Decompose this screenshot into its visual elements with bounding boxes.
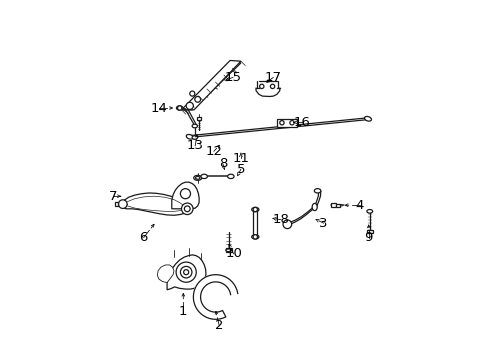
Polygon shape — [157, 265, 174, 283]
Circle shape — [270, 84, 274, 89]
Circle shape — [253, 207, 257, 212]
Circle shape — [189, 91, 194, 96]
FancyBboxPatch shape — [197, 117, 200, 120]
Text: 1: 1 — [179, 305, 187, 318]
Text: 2: 2 — [215, 319, 223, 332]
Ellipse shape — [192, 124, 197, 128]
Text: 13: 13 — [186, 139, 203, 152]
Text: 7: 7 — [109, 190, 117, 203]
Text: 16: 16 — [293, 116, 310, 129]
Ellipse shape — [195, 176, 200, 179]
Circle shape — [194, 96, 200, 102]
Text: 9: 9 — [364, 231, 372, 244]
Circle shape — [180, 189, 190, 199]
Text: 11: 11 — [232, 152, 249, 165]
FancyBboxPatch shape — [225, 248, 231, 252]
Circle shape — [180, 266, 192, 278]
FancyBboxPatch shape — [366, 230, 372, 233]
Circle shape — [176, 262, 196, 282]
FancyBboxPatch shape — [330, 203, 336, 207]
Ellipse shape — [227, 174, 234, 179]
Text: 10: 10 — [225, 247, 242, 260]
Ellipse shape — [193, 175, 201, 180]
Circle shape — [181, 203, 193, 215]
FancyBboxPatch shape — [276, 119, 296, 127]
Circle shape — [184, 206, 190, 212]
Ellipse shape — [225, 249, 231, 252]
Ellipse shape — [192, 136, 197, 139]
Ellipse shape — [311, 203, 317, 211]
FancyBboxPatch shape — [115, 202, 118, 206]
Ellipse shape — [366, 210, 372, 213]
Text: 6: 6 — [139, 231, 147, 244]
Text: 17: 17 — [264, 71, 281, 84]
Circle shape — [253, 235, 257, 239]
Circle shape — [118, 200, 127, 208]
Text: 5: 5 — [236, 163, 244, 176]
Circle shape — [177, 106, 182, 110]
Ellipse shape — [251, 235, 258, 239]
Polygon shape — [167, 255, 205, 290]
Ellipse shape — [176, 106, 183, 110]
Ellipse shape — [314, 189, 320, 193]
Polygon shape — [193, 275, 237, 319]
Circle shape — [289, 121, 294, 125]
Circle shape — [259, 84, 264, 89]
Polygon shape — [120, 193, 188, 215]
Ellipse shape — [364, 117, 371, 121]
Text: 15: 15 — [224, 71, 241, 84]
Ellipse shape — [201, 174, 207, 179]
Text: 4: 4 — [355, 199, 363, 212]
Polygon shape — [171, 182, 199, 209]
Text: 12: 12 — [205, 145, 222, 158]
Polygon shape — [183, 61, 241, 110]
Circle shape — [279, 121, 284, 125]
Circle shape — [283, 220, 291, 229]
Ellipse shape — [186, 135, 193, 139]
Text: 14: 14 — [150, 102, 167, 114]
FancyBboxPatch shape — [336, 204, 339, 207]
Circle shape — [183, 270, 188, 275]
Ellipse shape — [251, 207, 258, 212]
Text: 18: 18 — [271, 213, 288, 226]
Circle shape — [186, 102, 193, 109]
Polygon shape — [181, 60, 241, 110]
Text: 8: 8 — [218, 157, 226, 170]
Text: 3: 3 — [319, 217, 327, 230]
